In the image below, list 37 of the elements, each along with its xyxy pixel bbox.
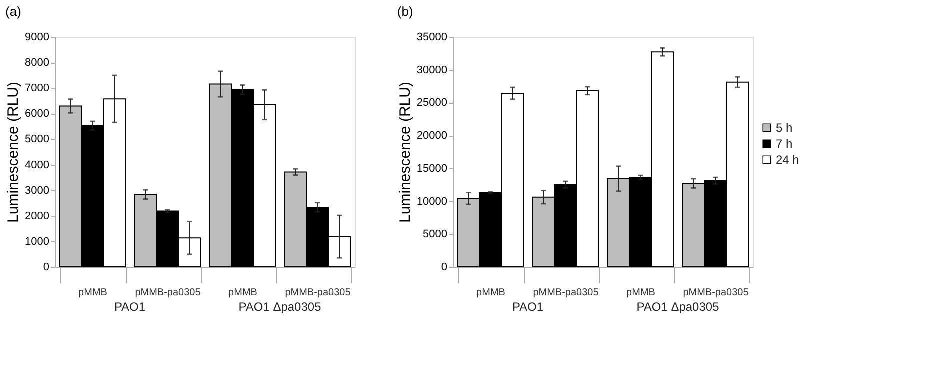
y-tick-label: 3000 <box>25 184 50 197</box>
y-tick-label: 7000 <box>25 82 50 95</box>
x-tick-label: pMMB <box>626 288 656 298</box>
x-tick-label: pMMB-pa0305 <box>135 288 202 298</box>
y-tick-label: 6000 <box>25 108 50 120</box>
y-tick-label: 5000 <box>423 228 448 241</box>
text: PAO1 Δpa0305 <box>238 300 322 314</box>
y-tick-label: 20000 <box>416 130 448 142</box>
text: PAO1 <box>512 300 544 314</box>
y-tick-label: 10000 <box>416 196 448 208</box>
legend-label: 5 h <box>776 121 793 135</box>
y-axis-title: Luminescence (RLU) <box>396 82 414 223</box>
x-tick-label: pMMB <box>228 288 258 298</box>
y-tick-label: 4000 <box>25 159 50 172</box>
chart-title: (a) <box>6 4 22 19</box>
y-tick-label: 5000 <box>25 134 50 146</box>
y-tick-label: 35000 <box>416 32 448 44</box>
y-tick-label: 0 <box>441 262 448 274</box>
y-axis-title: Luminescence (RLU) <box>5 82 22 223</box>
y-tick-label: 30000 <box>416 64 448 76</box>
x-tick-label: pMMB <box>476 288 506 298</box>
text: PAO1 Δpa0305 <box>636 300 720 314</box>
text: PAO1 <box>114 300 146 314</box>
legend-label: 7 h <box>776 137 793 151</box>
x-tick-label: pMMB-pa0305 <box>533 288 600 298</box>
y-tick-label: 15000 <box>416 162 448 175</box>
y-tick-label: 1000 <box>25 236 50 248</box>
y-tick-label: 8000 <box>25 57 50 70</box>
y-tick-label: 25000 <box>416 97 448 110</box>
y-tick-label: 2000 <box>25 210 50 222</box>
x-tick-label: pMMB-pa0305 <box>683 288 750 298</box>
chart-title: (b) <box>397 4 414 19</box>
legend-label: 24 h <box>776 153 800 167</box>
x-tick-label: pMMB-pa0305 <box>285 288 352 298</box>
x-tick-label: pMMB <box>78 288 108 298</box>
y-tick-label: 0 <box>43 262 50 274</box>
y-tick-label: 9000 <box>25 32 50 44</box>
